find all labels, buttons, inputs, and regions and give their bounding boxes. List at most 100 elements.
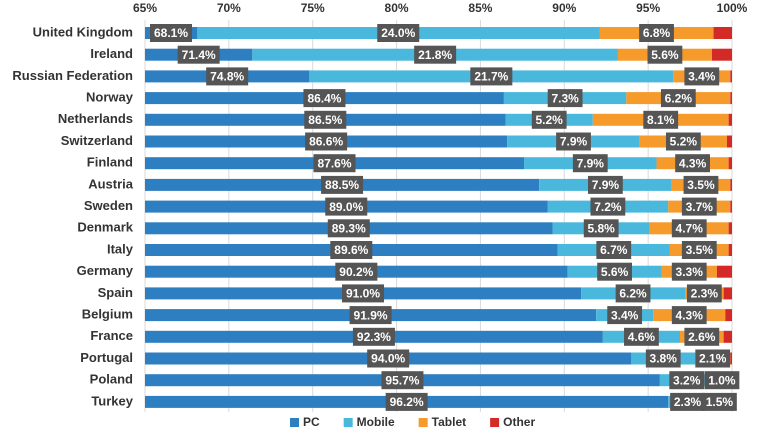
bar-segment xyxy=(725,309,732,322)
value-label: 3.3% xyxy=(676,265,704,279)
category-label: Italy xyxy=(107,241,134,256)
label-box xyxy=(349,306,392,325)
label-box xyxy=(607,306,643,325)
value-label: 91.0% xyxy=(346,287,380,301)
label-box xyxy=(675,154,710,173)
value-label: 1.5% xyxy=(706,395,734,409)
label-box xyxy=(330,241,373,259)
label-box xyxy=(321,175,364,194)
value-label: 7.9% xyxy=(560,135,588,149)
label-box xyxy=(325,197,368,216)
bar-segment xyxy=(730,92,732,105)
label-box xyxy=(702,392,737,411)
label-box xyxy=(304,110,347,129)
bar-segment xyxy=(716,265,732,278)
value-label: 88.5% xyxy=(325,178,359,192)
category-label: Russian Federation xyxy=(12,68,133,83)
value-label: 3.5% xyxy=(687,178,715,192)
value-label: 7.2% xyxy=(594,200,622,214)
category-label: United Kingdom xyxy=(33,24,133,39)
value-label: 8.1% xyxy=(647,113,675,127)
label-box xyxy=(547,89,583,108)
bar-segment xyxy=(711,48,732,61)
value-label: 4.3% xyxy=(676,308,704,322)
label-box xyxy=(684,327,720,346)
label-box xyxy=(590,197,626,216)
label-box xyxy=(342,284,385,303)
bar-segment xyxy=(728,113,732,126)
label-box xyxy=(352,327,395,346)
value-label: 4.6% xyxy=(628,330,656,344)
bar-segment xyxy=(728,222,732,235)
label-box xyxy=(206,67,249,86)
category-label: Netherlands xyxy=(58,111,133,126)
value-label: 7.9% xyxy=(577,156,605,170)
label-box xyxy=(647,45,683,64)
bar-segment xyxy=(730,178,732,191)
value-label: 3.7% xyxy=(686,200,714,214)
bar-segment xyxy=(723,287,732,300)
value-label: 68.1% xyxy=(154,26,188,40)
value-label: 89.3% xyxy=(332,221,366,235)
legend-swatch xyxy=(290,418,299,427)
legend-label: Other xyxy=(503,415,535,429)
bar-segment xyxy=(713,27,732,39)
bar-segment xyxy=(728,157,732,170)
x-tick-label: 70% xyxy=(217,1,241,15)
label-box xyxy=(583,219,619,238)
label-box xyxy=(639,24,674,42)
value-label: 21.8% xyxy=(418,48,452,62)
value-label: 91.9% xyxy=(354,308,388,322)
category-label: Finland xyxy=(87,155,133,170)
label-box xyxy=(665,132,701,151)
value-label: 96.2% xyxy=(390,395,424,409)
label-box xyxy=(305,132,348,151)
label-box xyxy=(669,371,705,390)
category-label: Denmark xyxy=(77,220,133,235)
value-label: 3.8% xyxy=(650,352,678,366)
value-label: 89.6% xyxy=(334,243,368,257)
value-label: 71.4% xyxy=(182,48,216,62)
value-label: 2.1% xyxy=(699,352,727,366)
label-box xyxy=(572,154,608,173)
value-label: 95.7% xyxy=(385,373,419,387)
label-box xyxy=(377,24,420,42)
category-label: Germany xyxy=(77,263,134,278)
value-label: 6.2% xyxy=(619,287,647,301)
value-label: 6.7% xyxy=(600,243,628,257)
label-box xyxy=(704,371,740,390)
bar-segment xyxy=(728,244,732,256)
legend-swatch xyxy=(343,418,353,427)
legend-label: PC xyxy=(303,415,320,429)
value-label: 21.7% xyxy=(474,70,508,84)
bar-segment xyxy=(730,70,732,83)
legend-label: Mobile xyxy=(357,415,395,429)
x-tick-label: 85% xyxy=(468,1,492,15)
label-box xyxy=(303,89,346,108)
value-label: 2.3% xyxy=(691,287,719,301)
x-tick-label: 100% xyxy=(717,1,748,15)
value-label: 7.3% xyxy=(551,91,579,105)
value-label: 86.5% xyxy=(308,113,342,127)
bar-segment xyxy=(723,330,732,343)
label-box xyxy=(385,392,428,411)
value-label: 24.0% xyxy=(381,26,415,40)
legend-swatch xyxy=(418,418,428,427)
value-label: 3.4% xyxy=(688,70,716,84)
value-label: 4.3% xyxy=(679,156,707,170)
label-box xyxy=(643,110,679,129)
label-box xyxy=(381,371,424,390)
value-label: 87.6% xyxy=(318,156,352,170)
label-box xyxy=(671,219,707,238)
label-box xyxy=(671,306,707,325)
value-label: 6.2% xyxy=(665,91,693,105)
legend-swatch xyxy=(490,418,500,427)
label-box xyxy=(313,154,356,173)
label-box xyxy=(596,241,632,259)
label-box xyxy=(587,175,623,194)
category-label: Belgium xyxy=(82,307,133,322)
label-box xyxy=(681,197,717,216)
label-box xyxy=(681,241,717,259)
category-label: Switzerland xyxy=(61,133,133,148)
